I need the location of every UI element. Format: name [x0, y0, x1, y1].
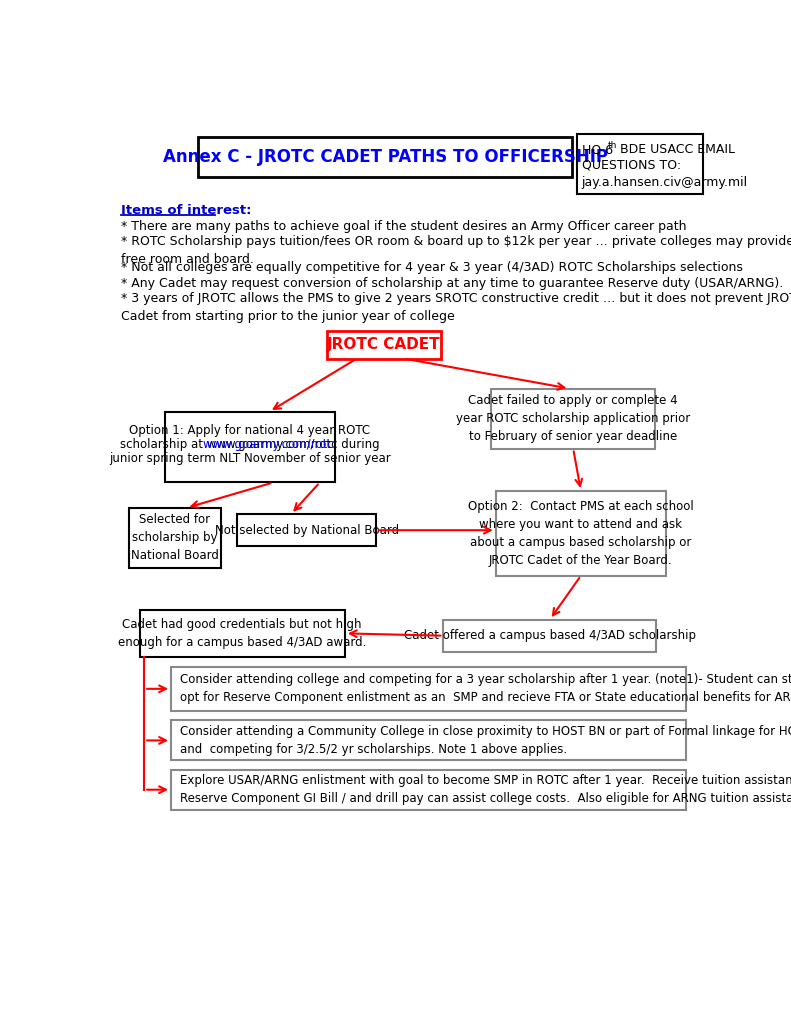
- Text: junior spring term NLT November of senior year: junior spring term NLT November of senio…: [109, 452, 391, 465]
- Bar: [198, 137, 573, 177]
- Text: HQ 6: HQ 6: [581, 143, 613, 157]
- Bar: [171, 770, 687, 810]
- Bar: [444, 620, 657, 652]
- Text: Option 1: Apply for national 4 year ROTC: Option 1: Apply for national 4 year ROTC: [130, 424, 370, 437]
- Text: www.goarmy.com/rotc: www.goarmy.com/rotc: [143, 438, 334, 451]
- Bar: [171, 667, 687, 711]
- Bar: [129, 508, 221, 568]
- Bar: [237, 514, 377, 547]
- Bar: [577, 134, 703, 195]
- Bar: [139, 609, 345, 657]
- Text: Annex C - JROTC CADET PATHS TO OFFICERSHIP: Annex C - JROTC CADET PATHS TO OFFICERSH…: [163, 147, 607, 166]
- Text: Items of interest:: Items of interest:: [120, 205, 251, 217]
- Text: BDE USACC EMAIL: BDE USACC EMAIL: [616, 143, 735, 157]
- Bar: [327, 331, 441, 358]
- Text: * Any Cadet may request conversion of scholarship at any time to guarantee Reser: * Any Cadet may request conversion of sc…: [120, 276, 783, 290]
- Text: Cadet had good credentials but not high
enough for a campus based 4/3AD award.: Cadet had good credentials but not high …: [118, 617, 366, 649]
- Text: Selected for
scholarship by
National Board: Selected for scholarship by National Boa…: [131, 513, 219, 562]
- Bar: [496, 490, 666, 575]
- Text: th: th: [608, 140, 618, 150]
- Text: Not selected by National Board: Not selected by National Board: [214, 523, 399, 537]
- Text: * ROTC Scholarship pays tuition/fees OR room & board up to $12k per year … priva: * ROTC Scholarship pays tuition/fees OR …: [120, 236, 791, 266]
- Text: Cadet failed to apply or complete 4
year ROTC scholarship application prior
to F: Cadet failed to apply or complete 4 year…: [456, 394, 691, 443]
- Text: * Not all colleges are equally competitive for 4 year & 3 year (4/3AD) ROTC Scho: * Not all colleges are equally competiti…: [120, 261, 743, 274]
- Text: * There are many paths to achieve goal if the student desires an Army Officer ca: * There are many paths to achieve goal i…: [120, 220, 686, 232]
- Text: * 3 years of JROTC allows the PMS to give 2 years SROTC constructive credit … bu: * 3 years of JROTC allows the PMS to giv…: [120, 292, 791, 323]
- Text: scholarship at www.goarmy.com/rotc during: scholarship at www.goarmy.com/rotc durin…: [120, 438, 380, 451]
- Text: Consider attending college and competing for a 3 year scholarship after 1 year. : Consider attending college and competing…: [180, 674, 791, 705]
- Bar: [165, 412, 335, 482]
- Text: JROTC CADET: JROTC CADET: [327, 337, 441, 352]
- Text: Cadet offered a campus based 4/3AD scholarship: Cadet offered a campus based 4/3AD schol…: [404, 629, 696, 642]
- Text: QUESTIONS TO:: QUESTIONS TO:: [581, 159, 681, 172]
- Text: Explore USAR/ARNG enlistment with goal to become SMP in ROTC after 1 year.  Rece: Explore USAR/ARNG enlistment with goal t…: [180, 774, 791, 805]
- Text: jay.a.hansen.civ@army.mil: jay.a.hansen.civ@army.mil: [581, 176, 747, 188]
- Text: Option 2:  Contact PMS at each school
where you want to attend and ask
about a c: Option 2: Contact PMS at each school whe…: [468, 500, 694, 567]
- Bar: [171, 721, 687, 761]
- Text: Consider attending a Community College in close proximity to HOST BN or part of : Consider attending a Community College i…: [180, 725, 791, 756]
- Bar: [491, 388, 655, 449]
